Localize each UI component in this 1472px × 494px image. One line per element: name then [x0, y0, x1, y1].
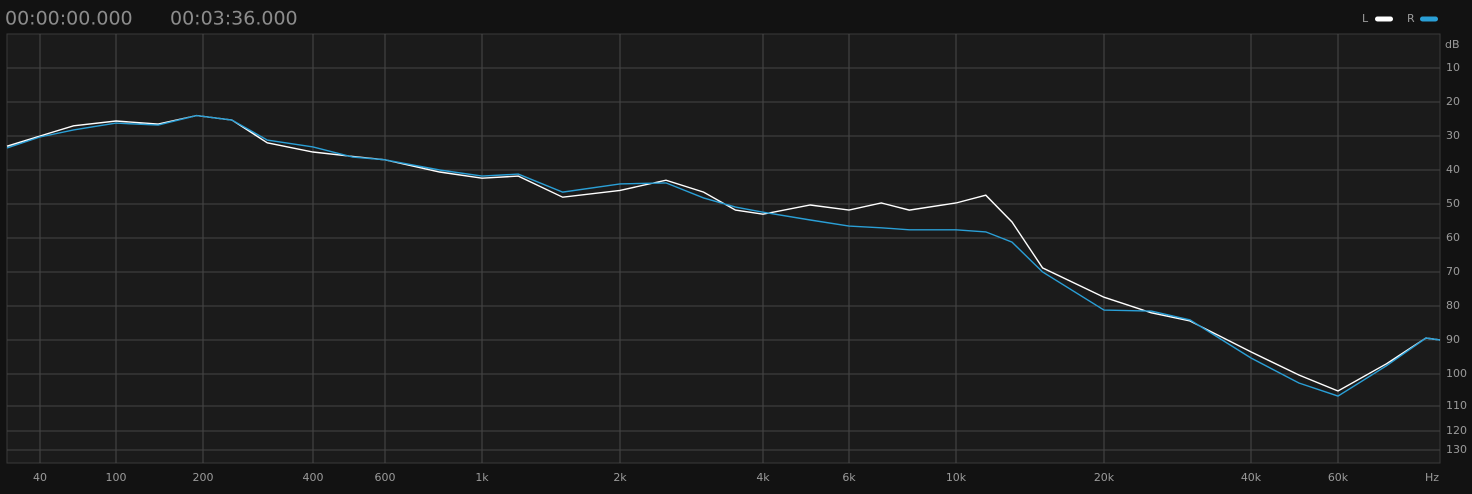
y-tick-label: 50	[1446, 197, 1460, 210]
x-tick-label: 600	[375, 471, 396, 484]
y-tick-label: 10	[1446, 61, 1460, 74]
y-tick-label: 90	[1446, 333, 1460, 346]
y-tick-label: 110	[1446, 399, 1467, 412]
x-tick-label: 20k	[1094, 471, 1115, 484]
legend-label: R	[1407, 12, 1415, 25]
x-tick-label: 60k	[1328, 471, 1349, 484]
x-tick-label: 6k	[842, 471, 856, 484]
x-unit: Hz	[1425, 471, 1439, 484]
end-time: 00:03:36.000	[170, 8, 298, 30]
y-tick-label: 70	[1446, 265, 1460, 278]
x-tick-label: 1k	[475, 471, 489, 484]
y-tick-label: 40	[1446, 163, 1460, 176]
legend-label: L	[1362, 12, 1369, 25]
x-tick-label: 100	[106, 471, 127, 484]
y-tick-label: 80	[1446, 299, 1460, 312]
x-tick-label: 4k	[756, 471, 770, 484]
y-tick-label: 100	[1446, 367, 1467, 380]
x-tick-label: 200	[193, 471, 214, 484]
y-tick-label: 30	[1446, 129, 1460, 142]
legend-swatch	[1420, 16, 1438, 22]
legend-swatch	[1375, 16, 1393, 22]
series-line	[6, 114, 1441, 397]
y-tick-label: 60	[1446, 231, 1460, 244]
plot-area	[6, 33, 1441, 464]
x-tick-label: 2k	[613, 471, 627, 484]
y-tick-label: 130	[1446, 443, 1467, 456]
x-tick-label: 10k	[946, 471, 967, 484]
start-time: 00:00:00.000	[5, 8, 133, 30]
y-unit: dB	[1445, 38, 1460, 51]
x-tick-label: 40	[33, 471, 47, 484]
x-tick-label: 400	[303, 471, 324, 484]
grid	[7, 34, 1440, 463]
lines	[6, 114, 1441, 397]
y-tick-label: 20	[1446, 95, 1460, 108]
y-tick-label: 120	[1446, 424, 1467, 437]
x-tick-label: 40k	[1241, 471, 1262, 484]
